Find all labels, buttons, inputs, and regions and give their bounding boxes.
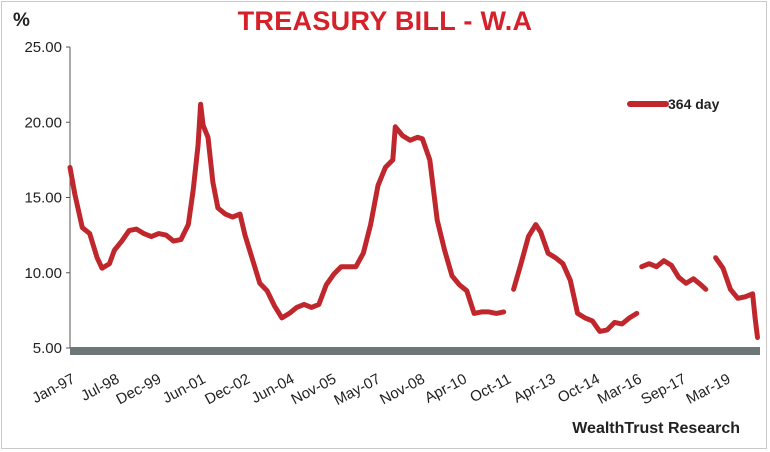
x-tick-label: Jan-97 <box>29 371 77 408</box>
y-tick-label: 20.00 <box>24 114 62 131</box>
x-tick-label: Mar-16 <box>595 371 645 408</box>
y-tick-label: 10.00 <box>24 265 62 282</box>
chart-title: TREASURY BILL - W.A <box>237 6 533 36</box>
series-line-segment <box>511 222 640 334</box>
x-tick-label: May-07 <box>331 371 383 409</box>
series-line-segment <box>639 258 709 292</box>
x-tick-label: Oct-11 <box>467 371 514 407</box>
x-tick-label: Apr-13 <box>511 371 559 407</box>
x-axis-band <box>70 347 760 355</box>
x-tick-label: Dec-02 <box>202 371 253 409</box>
y-tick-label: 15.00 <box>24 190 62 207</box>
x-tick-label: Nov-08 <box>377 371 428 409</box>
x-tick-label: Dec-99 <box>113 371 164 409</box>
x-tick-label: Jul-98 <box>78 371 122 405</box>
x-tick-label: Apr-10 <box>422 371 470 407</box>
x-tick-label: Mar-19 <box>683 371 733 408</box>
x-tick-label: Jun-01 <box>160 371 208 408</box>
legend-label: 364 day <box>668 96 720 112</box>
y-tick-label: 25.00 <box>24 39 62 56</box>
x-tick-label: Jun-04 <box>249 371 297 408</box>
y-tick-label: 5.00 <box>33 340 62 357</box>
series-line-segment <box>713 255 760 340</box>
series-line-segment <box>67 101 507 321</box>
x-tick-label: Nov-05 <box>288 371 339 409</box>
y-axis-unit-label: % <box>13 10 30 31</box>
source-credit: WealthTrust Research <box>572 420 740 437</box>
x-tick-label: Sep-17 <box>638 371 689 409</box>
x-tick-label: Oct-14 <box>555 371 603 407</box>
